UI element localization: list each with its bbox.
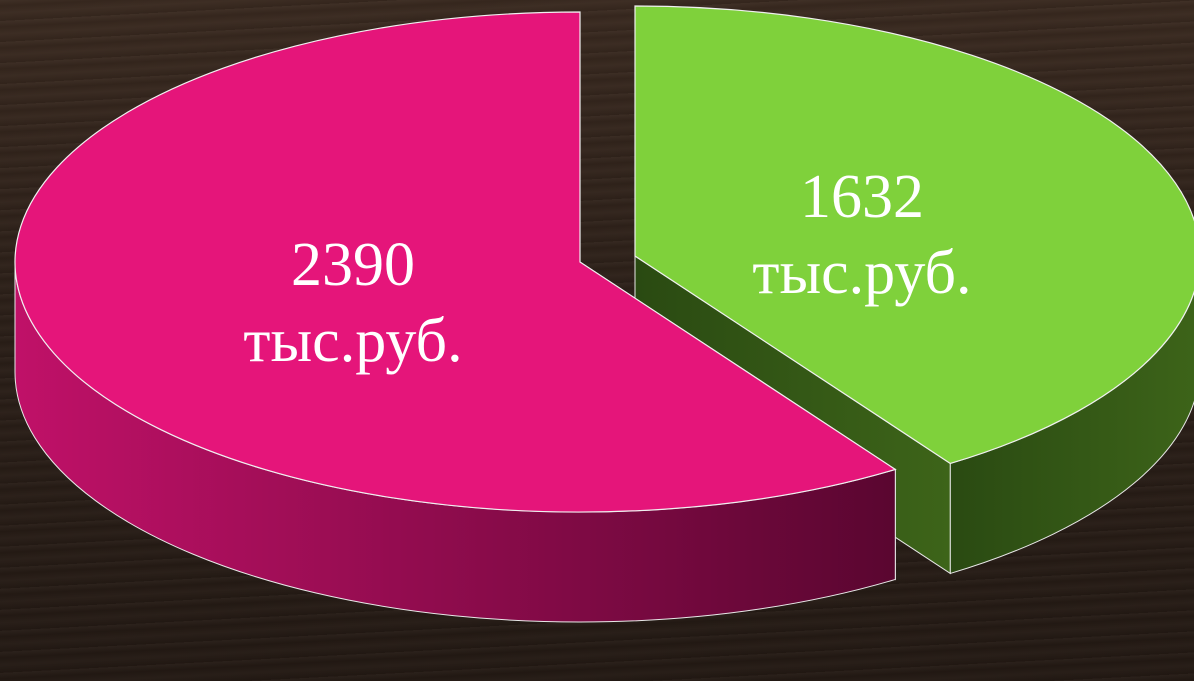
data-label: 1632 тыс.руб.: [752, 163, 972, 308]
pie-slice: [634, 5, 1194, 465]
pie-slice: [14, 11, 897, 513]
data-label: 2390 тыс.руб.: [243, 230, 463, 375]
